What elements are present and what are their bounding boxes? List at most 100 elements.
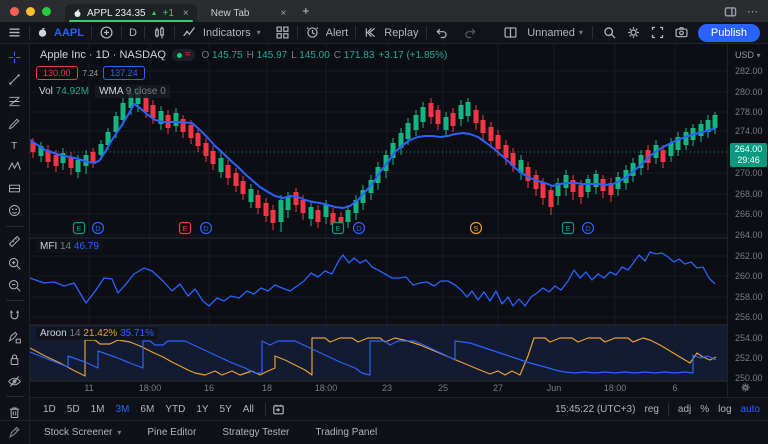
price-scale-label[interactable]: 280.00 bbox=[735, 87, 763, 97]
crosshair-tool-icon[interactable] bbox=[4, 50, 26, 66]
session-toggle[interactable]: reg bbox=[644, 403, 659, 415]
price-scale-label[interactable]: 278.00 bbox=[735, 107, 763, 117]
fullscreen-icon[interactable] bbox=[650, 25, 665, 40]
event-badge-e[interactable] bbox=[178, 221, 192, 235]
magnet-tool-icon[interactable] bbox=[4, 308, 26, 324]
time-axis-label[interactable]: 18:00 bbox=[315, 383, 338, 393]
camera-snapshot-icon[interactable] bbox=[674, 25, 689, 40]
zoom-in-tool-icon[interactable] bbox=[4, 255, 26, 271]
scale-settings-gear-icon[interactable] bbox=[740, 382, 751, 393]
time-axis-label[interactable]: 23 bbox=[382, 383, 392, 393]
tab-appl[interactable]: APPL 234.35 ▲ +1 × bbox=[65, 4, 197, 22]
event-badge-e[interactable] bbox=[72, 221, 86, 235]
event-badge-d[interactable] bbox=[91, 221, 105, 235]
side-panel-icon[interactable] bbox=[724, 5, 737, 18]
time-axis-label[interactable]: 18:00 bbox=[604, 383, 627, 393]
settings-gear-icon[interactable] bbox=[626, 25, 641, 40]
zoom-window-button[interactable] bbox=[42, 6, 51, 16]
range-button-all[interactable]: All bbox=[242, 403, 254, 415]
compare-button[interactable] bbox=[92, 22, 121, 43]
range-button-5y[interactable]: 5Y bbox=[219, 403, 232, 415]
alert-button[interactable]: Alert bbox=[298, 22, 356, 43]
legend-title[interactable]: Apple Inc · 1D · NASDAQ bbox=[40, 49, 166, 61]
eye-off-tool-icon[interactable] bbox=[4, 373, 26, 389]
event-badge-e[interactable] bbox=[331, 221, 345, 235]
layout-name-button[interactable]: Unnamed ▾ bbox=[527, 27, 583, 39]
drawing-panel-icon[interactable] bbox=[8, 426, 21, 439]
redo-button[interactable] bbox=[456, 22, 485, 43]
fib-retracement-tool-icon[interactable] bbox=[4, 94, 26, 110]
event-badge-d[interactable] bbox=[581, 221, 595, 235]
time-axis-label[interactable]: Jun bbox=[547, 383, 562, 393]
event-badge-s[interactable] bbox=[469, 221, 483, 235]
status-item-trading-panel[interactable]: Trading Panel bbox=[315, 427, 378, 438]
event-badge-e[interactable] bbox=[561, 221, 575, 235]
indicators-button[interactable]: Indicators ▾ bbox=[175, 22, 268, 43]
edit-lock-tool-icon[interactable] bbox=[4, 330, 26, 346]
auto-toggle[interactable]: auto bbox=[740, 403, 760, 415]
close-window-button[interactable] bbox=[10, 6, 19, 16]
minimize-window-button[interactable] bbox=[26, 6, 35, 16]
price-scale-label[interactable]: 274.00 bbox=[735, 126, 763, 136]
time-axis-label[interactable]: 16 bbox=[204, 383, 214, 393]
market-status-pill[interactable]: ≈ bbox=[171, 49, 196, 61]
price-scale[interactable]: USD ▾ 282.00 280.00 278.00 274.00 270.00 268.… bbox=[727, 44, 768, 397]
percent-toggle[interactable]: % bbox=[700, 403, 710, 415]
price-scale-label[interactable]: 252.00 bbox=[735, 353, 763, 363]
time-axis-label[interactable]: 18:00 bbox=[139, 383, 162, 393]
tab-close-icon[interactable]: × bbox=[280, 7, 287, 19]
event-badge-d[interactable] bbox=[199, 221, 213, 235]
tab-close-icon[interactable]: × bbox=[182, 7, 189, 19]
range-button-1y[interactable]: 1Y bbox=[196, 403, 209, 415]
long-position-tool-icon[interactable] bbox=[4, 181, 26, 197]
go-to-date-calendar-icon[interactable] bbox=[272, 403, 285, 416]
text-tool-icon[interactable]: T bbox=[4, 137, 26, 153]
time-axis-label[interactable]: 11 bbox=[84, 383, 93, 393]
price-scale-label[interactable]: 268.00 bbox=[735, 189, 763, 199]
log-toggle[interactable]: log bbox=[718, 403, 732, 415]
status-item-stock-screener[interactable]: Stock Screener ▾ bbox=[44, 427, 122, 438]
time-axis-label[interactable]: 18 bbox=[262, 383, 272, 393]
replay-button[interactable]: Replay bbox=[356, 22, 425, 43]
status-item-pine-editor[interactable]: Pine Editor bbox=[147, 427, 197, 438]
zoom-out-tool-icon[interactable] bbox=[4, 277, 26, 293]
undo-button[interactable] bbox=[427, 22, 456, 43]
price-level-low-box[interactable]: 130.00 bbox=[36, 66, 78, 80]
interval-button[interactable]: D bbox=[122, 22, 144, 43]
time-axis-label[interactable]: 27 bbox=[493, 383, 503, 393]
price-scale-label[interactable]: 260.00 bbox=[735, 271, 763, 281]
trash-tool-icon[interactable] bbox=[4, 404, 26, 420]
price-scale-label[interactable]: 256.00 bbox=[735, 312, 763, 322]
chart-region[interactable]: E D E D E D S E D 11 18:00 16 18 18:00 23 25 27 Jun 18:00 6… bbox=[30, 44, 727, 397]
volume-legend[interactable]: Vol 74.92M bbox=[36, 86, 93, 97]
range-button-3m[interactable]: 3M bbox=[115, 403, 130, 415]
status-item-strategy-tester[interactable]: Strategy Tester bbox=[222, 427, 290, 438]
time-axis-label[interactable]: 6 bbox=[672, 383, 677, 393]
brush-tool-icon[interactable] bbox=[4, 115, 26, 131]
event-badge-d[interactable] bbox=[352, 221, 366, 235]
wma-legend[interactable]: WMA 9 close 0 bbox=[95, 85, 170, 98]
ruler-tool-icon[interactable] bbox=[4, 233, 26, 249]
publish-button[interactable]: Publish bbox=[697, 23, 760, 42]
xabcd-pattern-tool-icon[interactable] bbox=[4, 159, 26, 175]
time-axis-label[interactable]: 25 bbox=[438, 383, 448, 393]
clock[interactable]: 15:45:22 (UTC+3) bbox=[555, 403, 636, 415]
chart-style-button[interactable] bbox=[145, 22, 174, 43]
price-scale-label[interactable]: 266.00 bbox=[735, 209, 763, 219]
adjust-toggle[interactable]: adj bbox=[677, 403, 692, 415]
range-button-5d[interactable]: 5D bbox=[66, 403, 80, 415]
range-button-6m[interactable]: 6M bbox=[140, 403, 155, 415]
price-scale-label[interactable]: 258.00 bbox=[735, 292, 763, 302]
hamburger-menu-icon[interactable] bbox=[7, 25, 22, 40]
price-scale-label[interactable]: 250.00 bbox=[735, 373, 763, 383]
price-scale-label[interactable]: 264.00 bbox=[735, 230, 763, 240]
range-button-1d[interactable]: 1D bbox=[43, 403, 56, 415]
lock-tool-icon[interactable] bbox=[4, 352, 26, 368]
layout-select-icon[interactable] bbox=[503, 25, 518, 40]
search-icon[interactable] bbox=[602, 25, 617, 40]
tab-new-tab[interactable]: New Tab × bbox=[203, 4, 295, 22]
range-button-1m[interactable]: 1M bbox=[90, 403, 105, 415]
price-scale-label[interactable]: 262.00 bbox=[735, 251, 763, 261]
range-button-ytd[interactable]: YTD bbox=[165, 403, 186, 415]
mfi-legend[interactable]: MFI 14 46.79 bbox=[36, 240, 103, 253]
